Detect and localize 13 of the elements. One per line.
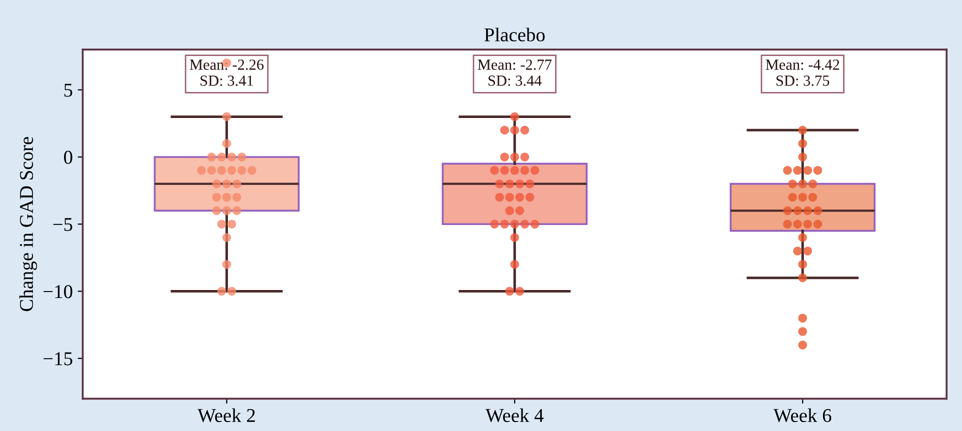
y-tick-label: −15	[44, 352, 72, 366]
annotation: Mean: -2.26 SD: 3.41	[190, 60, 264, 86]
x-tick-label: Week 4	[486, 408, 544, 422]
x-tick-label: Week 6	[773, 408, 832, 422]
annotation: Mean: -4.42 SD: 3.75	[766, 60, 840, 86]
y-tick-label: −10	[44, 285, 72, 298]
chart-title: Placebo	[484, 28, 545, 42]
y-axis-title: Change in GAD Score	[19, 137, 38, 312]
y-tick-label: 5	[64, 84, 72, 97]
y-tick-label: 0	[64, 150, 72, 164]
annotation: Mean: -2.77 SD: 3.44	[478, 60, 552, 86]
y-tick-label: −5	[53, 218, 72, 232]
x-tick-label: Week 2	[198, 408, 255, 422]
